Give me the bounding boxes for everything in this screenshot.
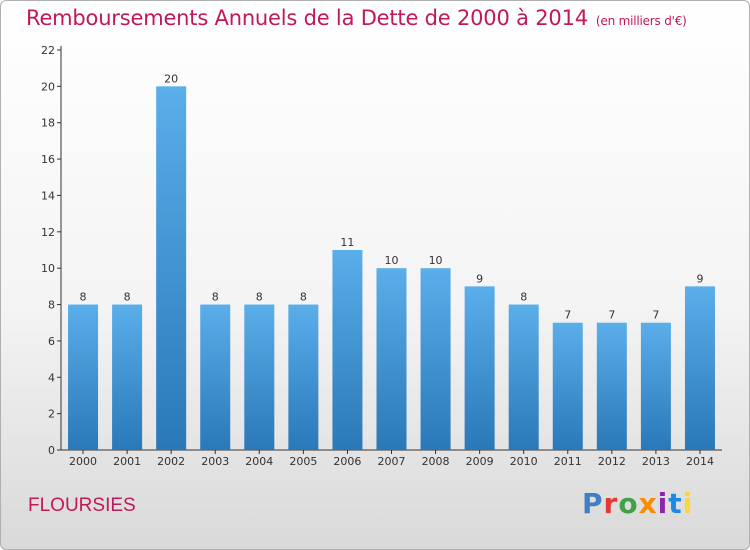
data-label: 7 bbox=[564, 309, 571, 322]
bar bbox=[200, 304, 231, 450]
data-label: 10 bbox=[429, 254, 443, 267]
data-label: 8 bbox=[124, 291, 131, 304]
data-label: 7 bbox=[608, 309, 615, 322]
y-tick-label: 8 bbox=[48, 299, 55, 312]
data-label: 20 bbox=[164, 72, 178, 85]
chart-title: Remboursements Annuels de la Dette de 20… bbox=[26, 6, 687, 30]
bar bbox=[156, 86, 187, 450]
bar bbox=[244, 304, 275, 450]
bars bbox=[68, 86, 715, 450]
bar bbox=[552, 322, 583, 450]
data-label: 8 bbox=[300, 291, 307, 304]
bar bbox=[464, 286, 495, 450]
data-label: 11 bbox=[340, 236, 354, 249]
x-tick-label: 2006 bbox=[333, 455, 361, 468]
x-tick-label: 2003 bbox=[201, 455, 229, 468]
data-label: 8 bbox=[256, 291, 263, 304]
y-tick-label: 16 bbox=[41, 153, 55, 166]
x-tick-label: 2009 bbox=[466, 455, 494, 468]
bar bbox=[376, 268, 407, 450]
x-tick-label: 2011 bbox=[554, 455, 582, 468]
bar bbox=[68, 304, 99, 450]
y-tick-label: 4 bbox=[48, 371, 55, 384]
x-tick-label: 2008 bbox=[422, 455, 450, 468]
x-tick-label: 2013 bbox=[642, 455, 670, 468]
bar bbox=[420, 268, 451, 450]
chart-unit: (en milliers d'€) bbox=[595, 14, 687, 28]
y-tick-label: 22 bbox=[41, 44, 55, 57]
x-tick-label: 2010 bbox=[510, 455, 538, 468]
bar bbox=[640, 322, 671, 450]
bar bbox=[596, 322, 627, 450]
proxiti-logo: Proxiti bbox=[582, 487, 694, 520]
data-label: 7 bbox=[652, 309, 659, 322]
labels: 8 8 20 8 8 8 11 10 10 9 8 7 7 7 9 bbox=[80, 72, 704, 321]
data-label: 9 bbox=[696, 272, 703, 285]
x-tick-label: 2002 bbox=[157, 455, 185, 468]
y-tick-label: 2 bbox=[48, 408, 55, 421]
data-label: 8 bbox=[520, 291, 527, 304]
y-tick-label: 18 bbox=[41, 117, 55, 130]
x-tick-label: 2012 bbox=[598, 455, 626, 468]
y-tick-label: 12 bbox=[41, 226, 55, 239]
y-tick-label: 20 bbox=[41, 80, 55, 93]
y-tick-label: 0 bbox=[48, 444, 55, 457]
x-tick-label: 2007 bbox=[378, 455, 406, 468]
commune-name: FLOURSIES bbox=[28, 495, 136, 516]
data-label: 8 bbox=[212, 291, 219, 304]
bar bbox=[508, 304, 539, 450]
data-label: 10 bbox=[385, 254, 399, 267]
bar bbox=[684, 286, 715, 450]
data-label: 8 bbox=[80, 291, 87, 304]
y-tick-label: 10 bbox=[41, 262, 55, 275]
y-tick-label: 14 bbox=[41, 189, 55, 202]
data-label: 9 bbox=[476, 272, 483, 285]
y-tick-label: 6 bbox=[48, 335, 55, 348]
bar bbox=[332, 250, 363, 450]
x-tick-label: 2005 bbox=[289, 455, 317, 468]
x-tick-label: 2014 bbox=[686, 455, 714, 468]
bar bbox=[288, 304, 319, 450]
x-tick-label: 2004 bbox=[245, 455, 273, 468]
x-tick-label: 2000 bbox=[69, 455, 97, 468]
x-tick-label: 2001 bbox=[113, 455, 141, 468]
chart-title-text: Remboursements Annuels de la Dette de 20… bbox=[26, 6, 588, 30]
bar bbox=[112, 304, 143, 450]
